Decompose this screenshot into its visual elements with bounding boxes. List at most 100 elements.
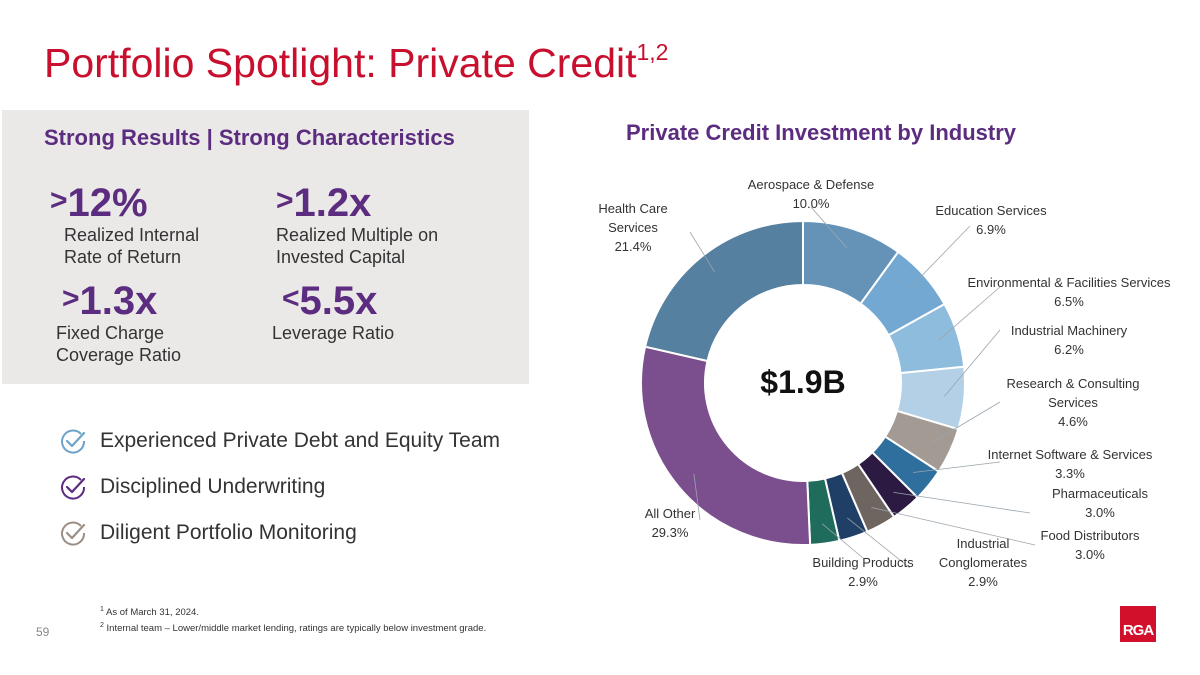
slice-label-line: Internet Software & Services — [988, 447, 1153, 462]
slice-label-line: 2.9% — [848, 574, 878, 589]
results-panel: Strong Results | Strong Characteristics … — [2, 110, 529, 384]
footnote-text: Internal team – Lower/middle market lend… — [106, 623, 487, 635]
bullet-text: Diligent Portfolio Monitoring — [100, 521, 357, 544]
slide-title-footnote-ref: 1,2 — [636, 39, 669, 65]
metric-symbol: < — [282, 282, 300, 315]
bullet-list: Experienced Private Debt and Equity Team… — [58, 418, 500, 556]
slide-title-text: Portfolio Spotlight: Private Credit — [44, 40, 637, 86]
slice-label-line: 3.0% — [1085, 505, 1115, 520]
metric-leverage: <5.5x Leverage Ratio — [272, 278, 394, 344]
leader-line — [938, 286, 1001, 341]
slice-label-line: Services — [1048, 395, 1098, 410]
leader-line — [908, 225, 971, 290]
leader-line — [693, 473, 701, 521]
slice-label-line: Environmental & Facilities Services — [967, 275, 1171, 290]
metric-number: 1.3x — [79, 279, 158, 323]
donut-center-label: $1.9B — [760, 364, 845, 400]
slice-label: Environmental & Facilities Services 6.5% — [967, 275, 1171, 309]
slice-label-line: Aerospace & Defense — [748, 177, 874, 192]
leader-line — [847, 517, 911, 569]
slice-label-line: 3.0% — [1075, 547, 1105, 562]
donut-slice-all-other — [640, 345, 812, 546]
slice-label-line: Services — [608, 220, 658, 235]
metric-irr: >12% Realized Internal Rate of Return — [50, 180, 199, 268]
metric-symbol: > — [62, 282, 80, 315]
metric-symbol: > — [276, 184, 294, 217]
slice-label: Research & Consulting Services 4.6% — [1007, 376, 1140, 429]
metric-label-line: Realized Internal — [64, 225, 200, 245]
slice-label: Health Care Services 21.4% — [598, 201, 667, 254]
donut-slice-health-care-services — [643, 219, 804, 363]
slice-label-line: 2.9% — [968, 574, 998, 589]
rga-logo: RGA — [1120, 606, 1156, 642]
slice-label-line: Industrial Machinery — [1011, 323, 1128, 338]
leader-line — [913, 461, 1001, 473]
slice-label-line: 29.3% — [652, 525, 689, 540]
metric-number: 1.2x — [293, 181, 372, 225]
metric-value: >1.2x — [276, 180, 438, 224]
footnote-mark: 2 — [100, 622, 104, 630]
metric-label: Leverage Ratio — [272, 322, 394, 344]
bullet-item: Disciplined Underwriting — [58, 464, 500, 510]
slice-label: Education Services 6.9% — [935, 203, 1047, 237]
metric-number: 5.5x — [299, 279, 378, 323]
metric-label: Realized Internal Rate of Return — [64, 224, 199, 268]
slice-label: Internet Software & Services 3.3% — [988, 447, 1153, 481]
slice-label-line: Research & Consulting — [1007, 376, 1140, 391]
slice-label: Pharmaceuticals 3.0% — [1052, 486, 1149, 520]
metric-label: Fixed Charge Coverage Ratio — [56, 322, 181, 366]
slice-label-line: 6.2% — [1054, 342, 1084, 357]
slice-label-line: Pharmaceuticals — [1052, 486, 1149, 501]
slice-label-line: 4.6% — [1058, 414, 1088, 429]
slice-label-line: Food Distributors — [1041, 528, 1140, 543]
metric-number: 12% — [67, 181, 148, 225]
slice-label: Building Products 2.9% — [812, 555, 914, 589]
slice-label-line: All Other — [645, 506, 696, 521]
metric-label-line: Realized Multiple on — [276, 225, 439, 245]
metric-label: Realized Multiple on Invested Capital — [276, 224, 438, 268]
slice-label-line: Health Care — [598, 201, 667, 216]
leader-line — [810, 206, 848, 249]
metric-label-line: Rate of Return — [64, 247, 182, 267]
slice-label-line: 3.3% — [1055, 466, 1085, 481]
metric-symbol: > — [50, 184, 68, 217]
footnote: 1 As of March 31, 2024. — [100, 603, 486, 619]
slice-label: Industrial Machinery 6.2% — [1011, 323, 1128, 357]
footnote-text: As of March 31, 2024. — [106, 607, 199, 619]
bullet-item: Diligent Portfolio Monitoring — [58, 510, 500, 556]
metric-label-line: Leverage Ratio — [272, 323, 395, 343]
leader-line — [931, 401, 1001, 443]
footnote: 2 Internal team – Lower/middle market le… — [100, 619, 486, 635]
metric-moic: >1.2x Realized Multiple on Invested Capit… — [276, 180, 438, 268]
footnote-mark: 1 — [100, 606, 104, 613]
footnotes: 1 As of March 31, 2024. 2 Internal team … — [100, 603, 486, 635]
metric-fixed-charge: >1.3x Fixed Charge Coverage Ratio — [56, 278, 181, 366]
slice-label-line: Education Services — [935, 203, 1047, 218]
metric-value: >12% — [50, 180, 199, 224]
slide-title: Portfolio Spotlight: Private Credit1,2 — [44, 40, 668, 87]
bullet-text: Experienced Private Debt and Equity Team — [100, 429, 501, 452]
slice-label-line: 6.9% — [976, 222, 1006, 237]
metric-label-line: Invested Capital — [276, 247, 406, 267]
check-icon — [61, 475, 86, 500]
metric-value: >1.3x — [62, 278, 181, 322]
leader-line — [893, 492, 1031, 514]
metric-label-line: Fixed Charge — [56, 323, 165, 343]
metric-value: <5.5x — [282, 278, 394, 322]
leader-line — [871, 507, 1036, 546]
slice-label-line: Conglomerates — [939, 555, 1028, 570]
slice-label-line: 21.4% — [615, 239, 652, 254]
leader-line — [821, 523, 864, 559]
slice-label: Industrial Conglomerates 2.9% — [939, 536, 1028, 589]
slice-label-line: 10.0% — [793, 196, 830, 211]
leader-line — [689, 231, 715, 273]
slice-label: Aerospace & Defense 10.0% — [748, 177, 874, 211]
slice-label-line: 6.5% — [1054, 294, 1084, 309]
leader-line — [944, 329, 1001, 397]
page-number: 59 — [36, 625, 50, 639]
panel-heading: Strong Results | Strong Characteristics — [44, 125, 455, 150]
check-icon — [61, 521, 86, 546]
slice-label: Food Distributors 3.0% — [1041, 528, 1140, 562]
bullet-item: Experienced Private Debt and Equity Team — [58, 418, 500, 464]
